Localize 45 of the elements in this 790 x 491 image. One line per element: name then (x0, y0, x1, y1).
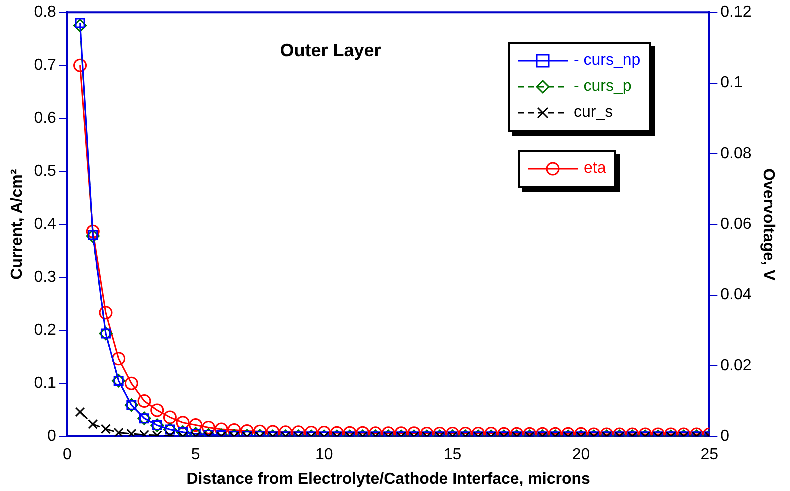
point (86, 224, 100, 238)
point (124, 376, 138, 390)
x-tick-label: 25 (700, 446, 719, 464)
y-tick-label: 0 (48, 428, 57, 446)
y2-tick-label: 0.02 (720, 357, 752, 374)
point (292, 426, 306, 437)
y2-tick-label: 0.12 (720, 4, 752, 22)
legend-label: eta (584, 160, 606, 178)
text: Outer Layer (280, 40, 382, 61)
point (99, 306, 113, 320)
y2-axis-title: Overvoltage, V (760, 168, 777, 281)
y2-tick-label: 0.04 (720, 286, 752, 304)
x-tick-label: 10 (315, 446, 334, 464)
point (266, 425, 280, 437)
y-tick-label: 0.4 (34, 216, 57, 234)
point (74, 58, 88, 72)
y2-tick-label: 0 (720, 428, 730, 446)
y-tick-label: 0.8 (34, 4, 57, 22)
point (86, 230, 100, 244)
point (279, 426, 293, 437)
y2-tick-label: 0.06 (720, 216, 752, 234)
y-tick-label: 0.7 (34, 57, 57, 74)
x-tick-label: 0 (62, 446, 72, 464)
y-tick-label: 0.3 (34, 269, 57, 286)
legend-label: cur_s (574, 104, 614, 122)
point (228, 423, 242, 437)
point (240, 424, 254, 437)
x-tick-label: 15 (444, 446, 462, 464)
y2-tick-label: 0.08 (720, 145, 752, 162)
x-tick-label: 5 (191, 446, 200, 464)
y2-tick-label: 0.1 (720, 74, 744, 92)
y-axis-title: Current, A/cm² (9, 169, 26, 280)
legend-label: - curs_np (574, 52, 641, 70)
y-tick-label: 0.2 (34, 322, 57, 340)
point (126, 428, 137, 437)
y-tick-label: 0.1 (34, 375, 57, 392)
y-tick-label: 0.6 (34, 110, 57, 128)
point (304, 426, 318, 437)
point (112, 352, 126, 366)
point (253, 424, 267, 437)
legend-label: - curs_p (574, 78, 632, 96)
y-tick-label: 0.5 (34, 163, 57, 180)
x-tick-label: 20 (572, 446, 590, 464)
point (318, 426, 332, 437)
x-axis-title: Distance from Electrolyte/Cathode Interface, microns (186, 470, 590, 488)
